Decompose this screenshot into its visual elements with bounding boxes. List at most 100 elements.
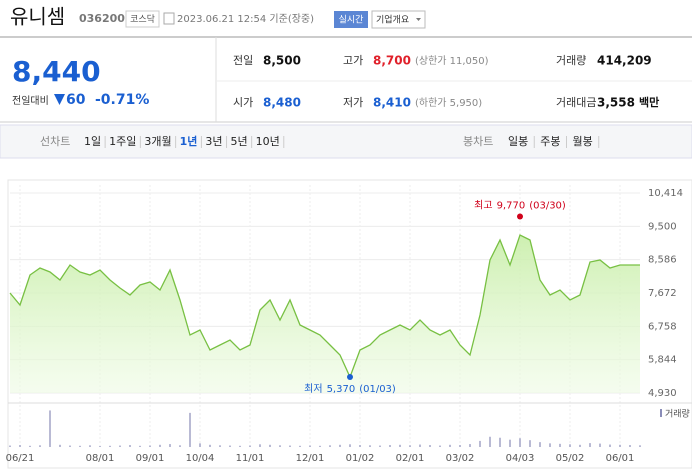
volume-bar <box>259 444 261 447</box>
tab-bar <box>0 124 692 159</box>
stat-value: 8,700 <box>373 54 411 68</box>
high-value-label: 9,770 <box>497 200 526 211</box>
volume-bar <box>169 444 171 447</box>
x-tick-label: 03/02 <box>446 453 475 464</box>
volume-bar <box>379 445 381 447</box>
down-arrow <box>54 94 65 105</box>
y-tick-label: 9,500 <box>648 221 677 232</box>
stat-note: (하한가 5,950) <box>415 96 482 109</box>
volume-bar <box>99 446 101 447</box>
volume-bar <box>469 444 471 447</box>
volume-bar <box>489 436 491 447</box>
volume-bar <box>9 445 11 447</box>
x-tick-label: 09/01 <box>136 453 165 464</box>
volume-bar <box>499 437 501 447</box>
stock-code: 036200 <box>79 12 125 25</box>
change-label: 전일대비 <box>12 95 49 107</box>
volume-bar <box>459 445 461 447</box>
volume-bar <box>279 445 281 447</box>
low-marker <box>347 373 353 380</box>
candle-tab[interactable]: 일봉 <box>508 134 528 148</box>
realtime-label: 실시간 <box>339 15 364 26</box>
volume-bar <box>289 445 291 447</box>
candle-tab[interactable]: 주봉 <box>540 135 560 148</box>
stat-label: 전일 <box>233 53 253 67</box>
volume-bar <box>209 444 211 447</box>
y-tick-label: 7,672 <box>648 288 677 299</box>
volume-bar <box>129 445 131 447</box>
company-info-label[interactable]: 기업개요 <box>376 15 409 26</box>
change-rate: -0.71% <box>95 92 149 108</box>
volume-bar <box>559 443 561 447</box>
y-tick-label: 5,844 <box>648 355 677 366</box>
volume-legend: 거래량 <box>665 408 690 420</box>
tab-group-label: 선차트 <box>40 135 70 148</box>
volume-bar <box>359 445 361 447</box>
volume-bar <box>409 445 411 447</box>
volume-bar <box>69 445 71 447</box>
volume-bar <box>79 445 81 447</box>
candle-tab[interactable]: 월봉 <box>573 135 593 148</box>
volume-bar <box>579 444 581 447</box>
period-tab[interactable]: 1일 <box>84 134 101 148</box>
tabs: 선차트 1일 1주일 3개월 1년 3년 5년 10년 봉차트 일봉 주봉 월봉 <box>40 134 600 148</box>
tab-group-label: 봉차트 <box>463 135 493 148</box>
volume-bar <box>429 445 431 447</box>
volume-bar <box>439 445 441 447</box>
stat-value: 3,558 <box>597 96 635 110</box>
volume-bar <box>589 443 591 447</box>
stat-label: 시가 <box>233 96 253 109</box>
volume-bar <box>309 445 311 447</box>
volume-bar <box>479 440 481 447</box>
y-tick-label: 6,758 <box>648 321 677 332</box>
volume-bar <box>389 445 391 447</box>
company-info-button[interactable] <box>371 10 426 29</box>
period-tab[interactable]: 1년 <box>180 134 198 148</box>
period-tab[interactable]: 3년 <box>205 135 222 148</box>
y-tick-label: 10,414 <box>648 188 683 199</box>
calendar-icon <box>163 12 175 25</box>
x-tick-label: 12/01 <box>296 453 325 464</box>
period-tab[interactable]: 10년 <box>256 135 280 148</box>
dropdown-icon <box>416 18 421 21</box>
volume-bar <box>179 445 181 447</box>
stat-label: 거래대금 <box>556 96 596 109</box>
y-tick-label: 8,586 <box>648 255 677 266</box>
volume-bar <box>569 444 571 447</box>
price-area <box>10 235 640 393</box>
volume-bar <box>219 445 221 447</box>
x-tick-label: 11/01 <box>236 453 265 464</box>
market-label: 코스닥 <box>130 14 155 25</box>
volume-bar <box>519 438 521 447</box>
low-label: 최저 <box>304 383 322 395</box>
stat-unit: 백만 <box>639 95 659 109</box>
market-badge <box>125 10 160 28</box>
y-tick-label: 4,930 <box>648 388 677 399</box>
volume-bar <box>609 444 611 447</box>
volume-bar <box>539 442 541 447</box>
low-annotation: 최저 5,370 (01/03) <box>304 383 396 395</box>
period-tab[interactable]: 3개월 <box>144 135 171 148</box>
volume-bar <box>59 444 61 447</box>
volume-bar <box>619 444 621 447</box>
volume-bar <box>39 445 41 447</box>
volume-bar <box>239 445 241 447</box>
volume-bar <box>419 444 421 447</box>
volume-bar <box>19 445 21 447</box>
period-tab[interactable]: 1주일 <box>109 134 136 148</box>
x-tick-label: 06/21 <box>6 453 35 464</box>
volume-bar <box>159 444 161 447</box>
volume-bar <box>339 444 341 447</box>
volume-bar <box>109 445 111 447</box>
volume-bar <box>549 443 551 447</box>
volume-bar <box>249 445 251 447</box>
current-price: 8,440 <box>12 55 101 88</box>
stat-value: 8,500 <box>263 54 301 68</box>
period-tab[interactable]: 5년 <box>231 135 248 148</box>
high-label: 최고 <box>474 199 492 211</box>
volume-legend-icon <box>660 409 662 417</box>
x-tick-label: 05/02 <box>556 453 585 464</box>
volume-bar <box>29 445 31 447</box>
stat-label: 거래량 <box>556 54 586 67</box>
